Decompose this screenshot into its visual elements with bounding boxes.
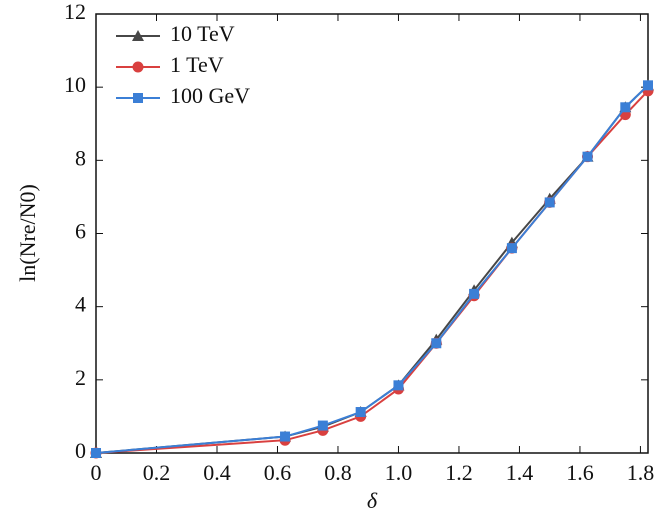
x-tick-label: 0 <box>91 460 102 485</box>
x-tick-label: 1.8 <box>627 460 655 485</box>
series-line <box>95 84 649 454</box>
legend-label: 100 GeV <box>170 83 250 108</box>
marker <box>643 80 653 91</box>
marker <box>544 197 555 208</box>
x-tick-label: 0.4 <box>203 460 231 485</box>
y-tick-label: 8 <box>75 145 86 170</box>
marker <box>620 102 631 113</box>
x-tick-label: 1.0 <box>385 460 413 485</box>
y-tick-label: 6 <box>75 219 86 244</box>
y-tick-label: 10 <box>64 72 86 97</box>
x-tick-label: 1.6 <box>566 460 594 485</box>
plot-frame <box>95 13 649 454</box>
y-axis-label: ln(Nre/N0) <box>15 184 40 282</box>
legend-label: 10 TeV <box>170 21 235 46</box>
x-tick-label: 1.4 <box>506 460 534 485</box>
legend-label: 1 TeV <box>170 52 224 77</box>
marker <box>133 93 143 103</box>
marker <box>469 288 480 299</box>
marker <box>132 30 144 41</box>
y-tick-label: 2 <box>75 365 86 390</box>
marker <box>582 151 593 162</box>
marker <box>393 380 404 391</box>
series-line <box>95 84 649 454</box>
y-tick-label: 4 <box>75 292 86 317</box>
x-tick-label: 0.6 <box>264 460 292 485</box>
marker <box>431 338 442 349</box>
marker <box>317 420 328 431</box>
x-tick-label: 0.2 <box>143 460 171 485</box>
marker <box>506 243 517 254</box>
marker <box>132 61 144 73</box>
x-axis-label: δ <box>367 488 378 513</box>
y-tick-label: 12 <box>64 0 86 24</box>
marker <box>91 448 101 458</box>
series-line <box>95 90 649 454</box>
x-tick-label: 1.2 <box>445 460 473 485</box>
x-tick-label: 0.8 <box>324 460 352 485</box>
y-tick-label: 0 <box>75 438 86 463</box>
marker <box>355 407 366 418</box>
marker <box>280 431 291 442</box>
